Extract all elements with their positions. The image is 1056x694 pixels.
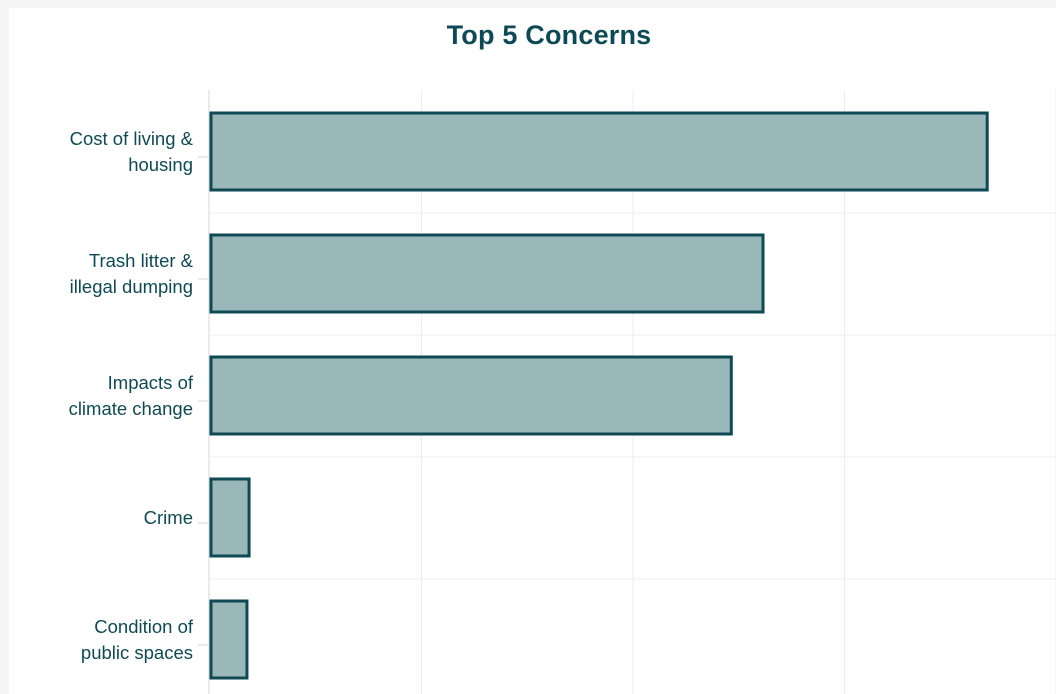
category-label-line: Crime — [144, 507, 193, 528]
bar — [209, 599, 249, 680]
bar — [209, 355, 733, 436]
category-label: Cost of living & housing — [70, 128, 194, 175]
category-label-line: illegal dumping — [70, 276, 193, 297]
bar — [209, 477, 251, 558]
category-label-line: Trash litter & — [89, 250, 194, 271]
category-label: Impacts of climate change — [69, 372, 194, 419]
category-label-line: Cost of living & — [70, 128, 194, 149]
chart-title: Top 5 Concerns — [446, 20, 652, 50]
bar — [209, 233, 765, 314]
category-label: Trash litter & illegal dumping — [70, 250, 194, 297]
category-label-line: Impacts of — [108, 372, 194, 393]
bars — [209, 111, 989, 680]
category-labels: Cost of living & housing Trash litter & ill… — [69, 128, 208, 663]
category-label-line: climate change — [69, 398, 193, 419]
category-label-line: Condition of — [94, 616, 194, 637]
category-label: Condition of public spaces — [81, 616, 194, 663]
category-label-line: housing — [128, 154, 193, 175]
category-label-line: public spaces — [81, 642, 193, 663]
grid-lines — [208, 90, 1056, 694]
bar — [209, 111, 989, 192]
category-label: Crime — [144, 507, 193, 528]
